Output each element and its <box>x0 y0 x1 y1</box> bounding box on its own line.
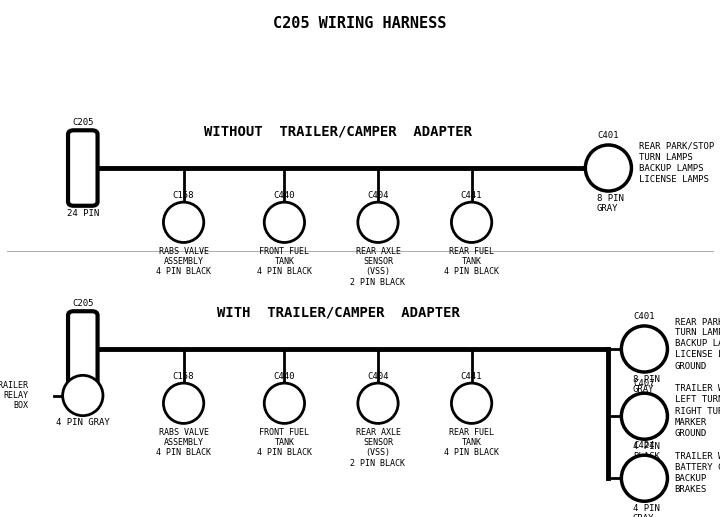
Text: C205 WIRING HARNESS: C205 WIRING HARNESS <box>274 16 446 31</box>
Ellipse shape <box>585 145 631 191</box>
Text: C407: C407 <box>633 379 654 388</box>
Ellipse shape <box>358 202 398 242</box>
Ellipse shape <box>358 383 398 423</box>
Ellipse shape <box>621 455 667 501</box>
Text: C205: C205 <box>72 299 94 308</box>
Text: 4 PIN
GRAY: 4 PIN GRAY <box>633 504 660 517</box>
Text: C158: C158 <box>173 372 194 381</box>
Ellipse shape <box>163 202 204 242</box>
Text: C424: C424 <box>633 441 654 450</box>
Text: WITH  TRAILER/CAMPER  ADAPTER: WITH TRAILER/CAMPER ADAPTER <box>217 306 460 320</box>
Text: C404: C404 <box>367 191 389 200</box>
FancyBboxPatch shape <box>68 311 98 387</box>
Text: C205: C205 <box>72 118 94 127</box>
Text: C404: C404 <box>367 372 389 381</box>
Ellipse shape <box>621 393 667 439</box>
Text: TRAILER WIRES
LEFT TURN
RIGHT TURN
MARKER
GROUND: TRAILER WIRES LEFT TURN RIGHT TURN MARKE… <box>675 384 720 438</box>
Text: REAR FUEL
TANK
4 PIN BLACK: REAR FUEL TANK 4 PIN BLACK <box>444 428 499 458</box>
Text: C440: C440 <box>274 372 295 381</box>
Ellipse shape <box>264 202 305 242</box>
Text: C158: C158 <box>173 191 194 200</box>
Ellipse shape <box>63 375 103 416</box>
Text: 8 PIN
GRAY: 8 PIN GRAY <box>633 375 660 394</box>
Text: RABS VALVE
ASSEMBLY
4 PIN BLACK: RABS VALVE ASSEMBLY 4 PIN BLACK <box>156 247 211 277</box>
Text: C441: C441 <box>461 191 482 200</box>
Text: REAR AXLE
SENSOR
(VSS)
2 PIN BLACK: REAR AXLE SENSOR (VSS) 2 PIN BLACK <box>351 247 405 287</box>
Text: REAR FUEL
TANK
4 PIN BLACK: REAR FUEL TANK 4 PIN BLACK <box>444 247 499 277</box>
Text: C149: C149 <box>72 364 94 373</box>
Text: C440: C440 <box>274 191 295 200</box>
Text: TRAILER WIRES
BATTERY CHARGE
BACKUP
BRAKES: TRAILER WIRES BATTERY CHARGE BACKUP BRAK… <box>675 452 720 494</box>
Ellipse shape <box>621 326 667 372</box>
Ellipse shape <box>451 202 492 242</box>
Ellipse shape <box>264 383 305 423</box>
Text: REAR PARK/STOP
TURN LAMPS
BACKUP LAMPS
LICENSE LAMPS
GROUND: REAR PARK/STOP TURN LAMPS BACKUP LAMPS L… <box>675 317 720 371</box>
Text: FRONT FUEL
TANK
4 PIN BLACK: FRONT FUEL TANK 4 PIN BLACK <box>257 247 312 277</box>
Text: TRAILER
RELAY
BOX: TRAILER RELAY BOX <box>0 381 29 410</box>
Text: WITHOUT  TRAILER/CAMPER  ADAPTER: WITHOUT TRAILER/CAMPER ADAPTER <box>204 125 472 139</box>
Text: 4 PIN
BLACK: 4 PIN BLACK <box>633 442 660 461</box>
Text: C401: C401 <box>597 131 618 140</box>
Text: RABS VALVE
ASSEMBLY
4 PIN BLACK: RABS VALVE ASSEMBLY 4 PIN BLACK <box>156 428 211 458</box>
Text: C441: C441 <box>461 372 482 381</box>
Text: C401: C401 <box>633 312 654 321</box>
FancyBboxPatch shape <box>68 130 98 206</box>
Text: FRONT FUEL
TANK
4 PIN BLACK: FRONT FUEL TANK 4 PIN BLACK <box>257 428 312 458</box>
Text: 4 PIN GRAY: 4 PIN GRAY <box>56 418 109 427</box>
Ellipse shape <box>451 383 492 423</box>
Text: 24 PIN: 24 PIN <box>67 390 99 399</box>
Text: 24 PIN: 24 PIN <box>67 209 99 218</box>
Ellipse shape <box>163 383 204 423</box>
Text: REAR AXLE
SENSOR
(VSS)
2 PIN BLACK: REAR AXLE SENSOR (VSS) 2 PIN BLACK <box>351 428 405 468</box>
Text: REAR PARK/STOP
TURN LAMPS
BACKUP LAMPS
LICENSE LAMPS: REAR PARK/STOP TURN LAMPS BACKUP LAMPS L… <box>639 142 714 184</box>
Text: 8 PIN
GRAY: 8 PIN GRAY <box>597 194 624 213</box>
